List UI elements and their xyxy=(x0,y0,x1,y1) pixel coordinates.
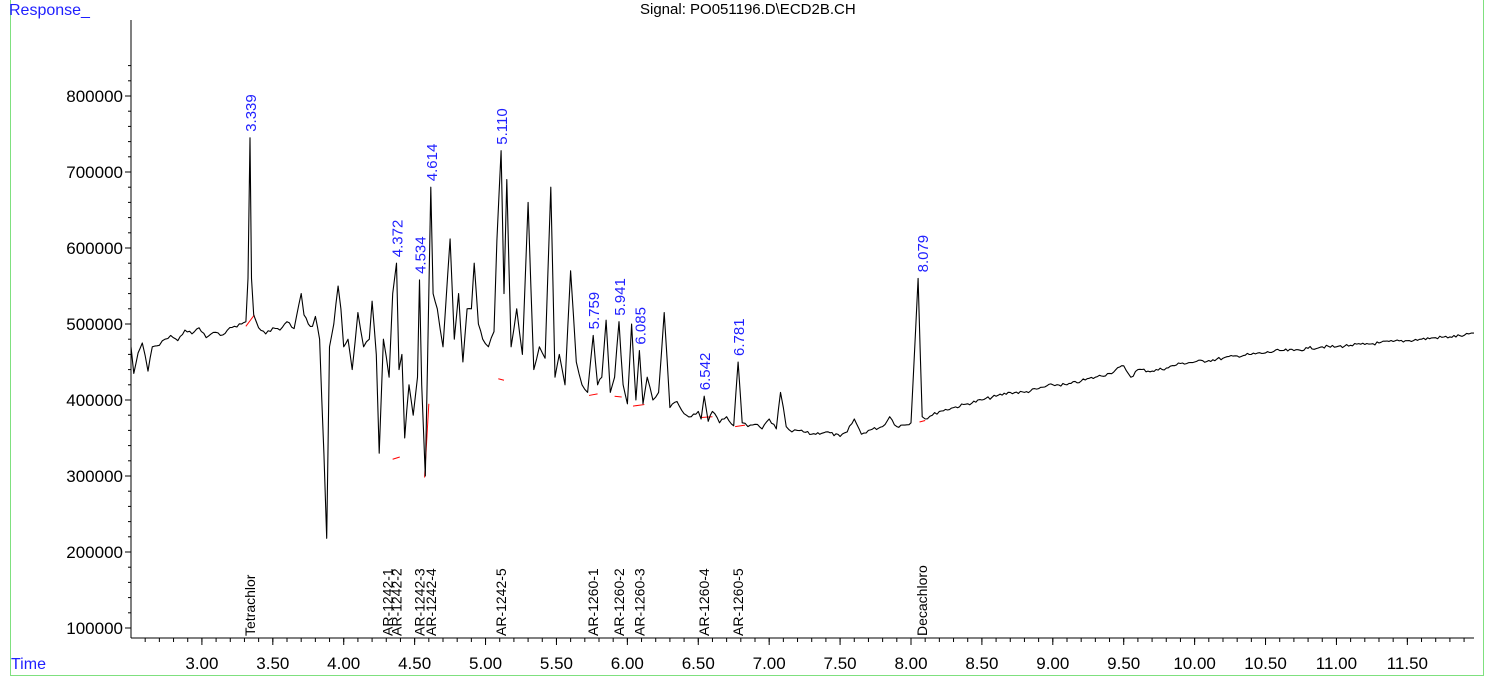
x-tick-label: 10.50 xyxy=(1244,654,1287,673)
peak-label: 5.759 xyxy=(586,292,603,330)
peak-label: 6.542 xyxy=(697,353,714,391)
baseline-segment xyxy=(701,416,713,418)
baseline-segment xyxy=(588,393,598,396)
compound-label: AR-1260-1 xyxy=(585,568,601,636)
x-tick-label: 9.50 xyxy=(1107,654,1140,673)
baseline-segment xyxy=(498,378,505,381)
y-axis-label: Response_ xyxy=(9,2,90,19)
axes xyxy=(130,20,1474,639)
x-tick-label: 7.00 xyxy=(753,654,786,673)
x-tick-label: 10.00 xyxy=(1173,654,1216,673)
y-tick-label: 800000 xyxy=(66,87,123,106)
y-tick-label: 200000 xyxy=(66,543,123,562)
peak-label: 5.110 xyxy=(494,108,511,144)
compound-label: AR-1260-3 xyxy=(631,568,647,636)
baseline-segment xyxy=(735,424,746,428)
peak-labels: 3.339 4.372 4.534 4.614 5.110 5.759 5.9416.085… xyxy=(243,94,932,390)
signal-trace-group xyxy=(130,137,1475,539)
x-tick-label: 4.50 xyxy=(398,654,431,673)
x-tick-label: 8.50 xyxy=(965,654,998,673)
compound-label: AR-1260-4 xyxy=(696,568,712,636)
x-axis-label: Time xyxy=(11,656,46,673)
compound-label: AR-1242-5 xyxy=(493,568,509,636)
compound-label: Tetrachlor xyxy=(242,574,258,636)
peak-label: 8.079 xyxy=(915,235,932,273)
peak-label: 6.781 xyxy=(731,318,748,356)
x-tick-label: 4.00 xyxy=(327,654,360,673)
x-tick-label: 5.00 xyxy=(469,654,502,673)
x-tick-label: 8.00 xyxy=(894,654,927,673)
peak-label: 6.085 xyxy=(632,307,649,345)
y-tick-label: 500000 xyxy=(66,315,123,334)
signal-trace xyxy=(130,137,1475,539)
chart-title: Signal: PO051196.D\ECD2B.CH xyxy=(640,1,856,18)
compound-label: AR-1242-3 xyxy=(411,568,427,636)
compound-label: AR-1260-5 xyxy=(730,568,746,636)
compound-label: AR-1242-2 xyxy=(388,568,404,636)
compound-labels: Tetrachlor AR-1242-1AR-1242-2 AR-1242-3AR-… xyxy=(242,565,930,636)
baseline-segment xyxy=(632,404,645,407)
compound-label: AR-1242-1 xyxy=(380,568,396,636)
y-tick-label: 700000 xyxy=(66,163,123,182)
compound-label: AR-1260-2 xyxy=(611,568,627,636)
x-tick-label: 11.00 xyxy=(1316,654,1357,673)
y-tick-label: 300000 xyxy=(66,467,123,486)
baseline-segment xyxy=(392,456,400,460)
x-tick-label: 3.50 xyxy=(256,654,289,673)
baseline-segment xyxy=(245,314,255,327)
peak-label: 4.614 xyxy=(424,144,441,182)
y-tick-label: 400000 xyxy=(66,391,123,410)
x-tick-label: 6.50 xyxy=(682,654,715,673)
peak-label: 3.339 xyxy=(243,94,260,132)
peak-label: 4.372 xyxy=(389,220,406,258)
baseline-segment xyxy=(919,420,926,423)
ticks: 100000 200000 300000 400000 500000 600000 7000… xyxy=(66,65,1465,673)
peak-label: 5.941 xyxy=(612,278,629,316)
baseline-segment xyxy=(614,395,622,398)
compound-label: Decachloro xyxy=(914,565,930,636)
y-tick-label: 600000 xyxy=(66,239,123,258)
baselines xyxy=(245,314,926,478)
x-tick-label: 7.50 xyxy=(824,654,857,673)
x-tick-label: 5.50 xyxy=(540,654,573,673)
x-tick-label: 3.00 xyxy=(185,654,218,673)
x-tick-label: 11.50 xyxy=(1387,654,1428,673)
peak-label: 4.534 xyxy=(412,236,429,274)
y-tick-label: 100000 xyxy=(66,619,123,638)
compound-label: AR-1242-4 xyxy=(423,568,439,636)
x-tick-label: 9.00 xyxy=(1036,654,1069,673)
x-tick-label: 6.00 xyxy=(611,654,644,673)
